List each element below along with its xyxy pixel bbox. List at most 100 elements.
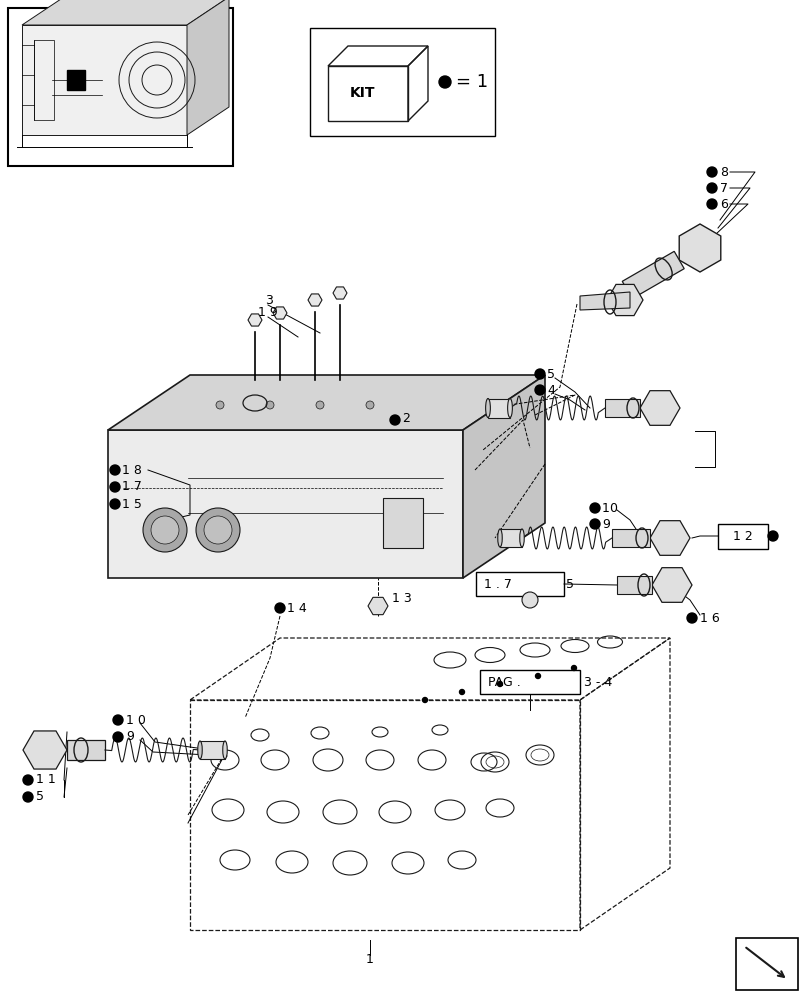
Polygon shape xyxy=(22,25,187,135)
Bar xyxy=(487,398,509,418)
Circle shape xyxy=(109,499,120,509)
Polygon shape xyxy=(307,294,322,306)
Bar xyxy=(479,670,579,694)
Text: 2: 2 xyxy=(401,412,410,424)
Circle shape xyxy=(534,674,540,678)
Circle shape xyxy=(275,603,285,613)
Circle shape xyxy=(590,503,599,513)
Text: 4: 4 xyxy=(547,383,554,396)
Text: 1 8: 1 8 xyxy=(122,464,142,477)
Text: 1 5: 1 5 xyxy=(122,497,142,510)
Circle shape xyxy=(706,167,716,177)
Polygon shape xyxy=(649,521,689,555)
Polygon shape xyxy=(607,284,642,316)
Ellipse shape xyxy=(222,741,227,759)
Polygon shape xyxy=(22,0,229,25)
Bar xyxy=(500,529,521,547)
Bar xyxy=(200,741,225,759)
Circle shape xyxy=(151,516,178,544)
Circle shape xyxy=(204,516,232,544)
Circle shape xyxy=(109,465,120,475)
Circle shape xyxy=(143,508,187,552)
Circle shape xyxy=(216,401,224,409)
Circle shape xyxy=(686,613,696,623)
Text: 1 2: 1 2 xyxy=(732,530,752,542)
Text: 9: 9 xyxy=(126,730,134,744)
Circle shape xyxy=(23,775,33,785)
Polygon shape xyxy=(187,0,229,135)
Polygon shape xyxy=(333,287,346,299)
Ellipse shape xyxy=(519,529,524,547)
Text: 1 . 7: 1 . 7 xyxy=(483,578,511,590)
Circle shape xyxy=(497,682,502,686)
Text: 1 7: 1 7 xyxy=(122,481,142,493)
Text: 1 1: 1 1 xyxy=(36,773,56,786)
Bar xyxy=(735,938,797,990)
Polygon shape xyxy=(108,430,462,578)
Bar xyxy=(8,8,233,166)
Circle shape xyxy=(366,401,374,409)
Circle shape xyxy=(23,792,33,802)
Bar xyxy=(34,40,54,120)
Text: 7: 7 xyxy=(719,182,727,195)
Circle shape xyxy=(266,401,273,409)
Circle shape xyxy=(195,508,240,552)
Text: 3: 3 xyxy=(264,294,272,306)
Polygon shape xyxy=(67,740,105,760)
Circle shape xyxy=(534,385,544,395)
Polygon shape xyxy=(367,597,388,615)
Polygon shape xyxy=(639,391,679,425)
Polygon shape xyxy=(616,576,651,594)
Bar xyxy=(67,70,85,90)
Text: 9: 9 xyxy=(601,518,609,530)
Bar xyxy=(717,524,767,549)
Polygon shape xyxy=(23,731,67,769)
Polygon shape xyxy=(247,314,262,326)
Text: 1 6: 1 6 xyxy=(699,611,719,624)
Polygon shape xyxy=(462,375,544,578)
Polygon shape xyxy=(678,224,720,272)
Circle shape xyxy=(521,592,538,608)
Circle shape xyxy=(113,715,122,725)
Polygon shape xyxy=(651,568,691,602)
Text: 0: 0 xyxy=(608,502,616,514)
Polygon shape xyxy=(604,399,639,417)
Circle shape xyxy=(590,519,599,529)
Polygon shape xyxy=(579,292,629,310)
Text: 1 9: 1 9 xyxy=(258,306,277,320)
Circle shape xyxy=(706,183,716,193)
Text: PAG .: PAG . xyxy=(487,676,520,688)
Text: 6: 6 xyxy=(719,198,727,211)
Text: = 1: = 1 xyxy=(456,73,487,91)
Text: 1: 1 xyxy=(366,953,374,966)
Ellipse shape xyxy=(507,398,512,418)
Text: 5: 5 xyxy=(547,367,554,380)
Circle shape xyxy=(422,698,427,702)
Polygon shape xyxy=(272,307,286,319)
Text: 5: 5 xyxy=(36,790,44,803)
Circle shape xyxy=(315,401,324,409)
Circle shape xyxy=(767,531,777,541)
Text: KIT: KIT xyxy=(350,86,375,100)
Ellipse shape xyxy=(497,529,502,547)
Bar xyxy=(310,28,495,136)
Circle shape xyxy=(389,415,400,425)
Polygon shape xyxy=(383,498,423,548)
Circle shape xyxy=(113,732,122,742)
Ellipse shape xyxy=(485,398,490,418)
Circle shape xyxy=(534,369,544,379)
Text: 1: 1 xyxy=(601,502,609,514)
Polygon shape xyxy=(611,529,649,547)
Circle shape xyxy=(571,666,576,670)
Polygon shape xyxy=(621,251,684,299)
Text: 8: 8 xyxy=(719,166,727,179)
Circle shape xyxy=(439,76,450,88)
Polygon shape xyxy=(108,375,544,430)
Text: 3 - 4: 3 - 4 xyxy=(583,676,611,688)
Ellipse shape xyxy=(198,741,202,759)
Circle shape xyxy=(109,482,120,492)
Circle shape xyxy=(706,199,716,209)
Circle shape xyxy=(459,690,464,694)
Text: 5: 5 xyxy=(565,578,573,590)
Text: 1 0: 1 0 xyxy=(126,714,146,726)
